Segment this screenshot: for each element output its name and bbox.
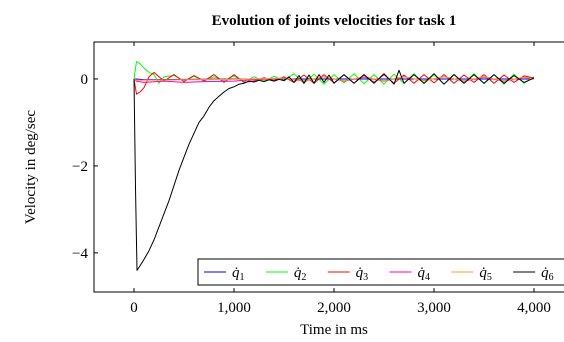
legend: q̇1 q̇2 q̇3 q̇4 q̇5 q̇6 — [197, 258, 564, 286]
x-tick-label: 1,000 — [217, 300, 251, 316]
x-tick-label: 0 — [130, 300, 138, 316]
y-tick-label: 0 — [81, 72, 89, 88]
x-tick-label: 4,000 — [517, 300, 551, 316]
x-tick-label: 2,000 — [317, 300, 351, 316]
legend-box — [197, 258, 564, 286]
plot-lines — [133, 61, 535, 271]
chart-title: Evolution of joints velocities for task … — [212, 13, 457, 29]
series-line-3 — [133, 71, 535, 95]
series-line-2 — [133, 61, 535, 85]
x-tick-label: 3,000 — [417, 300, 451, 316]
series-line-5 — [133, 76, 535, 82]
series-line-1 — [134, 78, 534, 81]
axis-ticks: 0 1,000 2,000 3,000 4,000 0 −2 −4 — [72, 42, 551, 316]
y-tick-label: −4 — [72, 246, 88, 262]
series-line-6 — [133, 69, 535, 271]
x-axis-label: Time in ms — [300, 322, 368, 338]
y-tick-label: −2 — [72, 159, 88, 175]
y-axis-label: Velocity in deg/sec — [23, 110, 39, 224]
